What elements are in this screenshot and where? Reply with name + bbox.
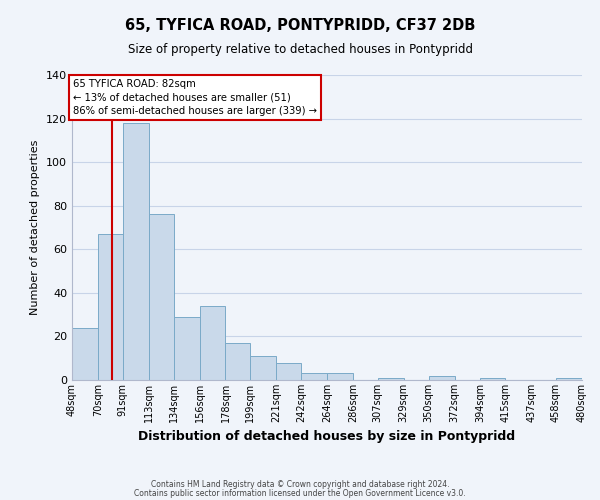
Bar bbox=[98, 234, 123, 380]
Text: Size of property relative to detached houses in Pontypridd: Size of property relative to detached ho… bbox=[128, 42, 473, 56]
Bar bbox=[226, 343, 250, 380]
Text: Contains public sector information licensed under the Open Government Licence v3: Contains public sector information licen… bbox=[134, 490, 466, 498]
Bar bbox=[149, 214, 173, 380]
Bar bbox=[481, 378, 505, 380]
Bar bbox=[199, 306, 226, 380]
Text: Contains HM Land Registry data © Crown copyright and database right 2024.: Contains HM Land Registry data © Crown c… bbox=[151, 480, 449, 489]
Text: 65 TYFICA ROAD: 82sqm
← 13% of detached houses are smaller (51)
86% of semi-deta: 65 TYFICA ROAD: 82sqm ← 13% of detached … bbox=[73, 80, 317, 116]
Bar bbox=[556, 378, 582, 380]
Bar bbox=[72, 328, 98, 380]
Y-axis label: Number of detached properties: Number of detached properties bbox=[31, 140, 40, 315]
Bar bbox=[173, 317, 200, 380]
X-axis label: Distribution of detached houses by size in Pontypridd: Distribution of detached houses by size … bbox=[139, 430, 515, 444]
Bar bbox=[378, 378, 404, 380]
Text: 65, TYFICA ROAD, PONTYPRIDD, CF37 2DB: 65, TYFICA ROAD, PONTYPRIDD, CF37 2DB bbox=[125, 18, 475, 32]
Bar bbox=[327, 374, 353, 380]
Bar bbox=[428, 376, 455, 380]
Bar bbox=[301, 374, 327, 380]
Bar bbox=[250, 356, 276, 380]
Bar bbox=[276, 362, 301, 380]
Bar bbox=[123, 123, 149, 380]
